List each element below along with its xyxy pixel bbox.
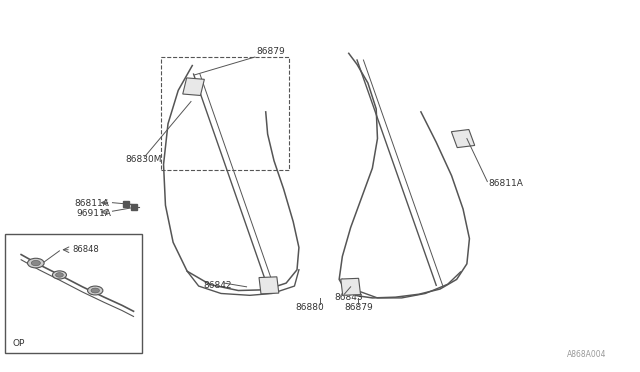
Text: A868A004: A868A004 [567, 350, 607, 359]
Text: 86811A: 86811A [74, 199, 109, 208]
Circle shape [91, 288, 99, 293]
Text: 96911A: 96911A [76, 209, 111, 218]
Text: 86842: 86842 [204, 281, 232, 290]
Text: 86811A: 86811A [488, 179, 524, 188]
FancyBboxPatch shape [451, 129, 475, 148]
FancyBboxPatch shape [5, 234, 143, 353]
Circle shape [52, 271, 67, 279]
Text: 86880: 86880 [296, 303, 324, 312]
FancyBboxPatch shape [259, 277, 279, 294]
Text: 86848: 86848 [72, 245, 99, 254]
Circle shape [28, 258, 44, 268]
Text: 86879: 86879 [344, 303, 373, 312]
Circle shape [31, 260, 40, 266]
FancyBboxPatch shape [340, 278, 360, 295]
Text: 86843: 86843 [334, 293, 363, 302]
Circle shape [56, 273, 63, 277]
Text: 86830M: 86830M [125, 155, 162, 164]
Circle shape [88, 286, 103, 295]
Text: OP: OP [12, 339, 24, 348]
FancyBboxPatch shape [183, 78, 204, 96]
Text: 86879: 86879 [256, 47, 285, 56]
